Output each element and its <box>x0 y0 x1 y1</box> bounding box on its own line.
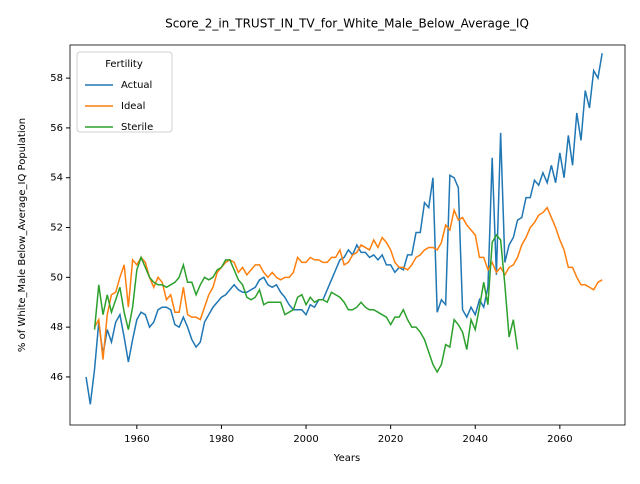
x-axis-label: Years <box>333 453 360 464</box>
series-line <box>85 53 603 405</box>
x-tick-label: 2020 <box>378 434 403 445</box>
plot-frame <box>69 44 626 426</box>
x-tick-label: 1980 <box>209 434 234 445</box>
legend-label: Actual <box>121 80 152 91</box>
legend-title: Fertility <box>105 59 143 70</box>
x-tick-label: 2040 <box>463 434 488 445</box>
x-tick-label: 2060 <box>547 434 572 445</box>
y-tick-label: 48 <box>50 322 63 333</box>
y-tick-label: 56 <box>50 123 63 134</box>
y-axis-label: % of White_Male Below_Average_IQ Populat… <box>17 118 28 352</box>
chart-title: Score_2_in_TRUST_IN_TV_for_White_Male_Be… <box>165 17 529 31</box>
x-tick-label: 1960 <box>124 434 149 445</box>
y-tick-label: 52 <box>50 223 63 234</box>
y-tick-label: 46 <box>50 372 63 383</box>
x-tick-label: 2000 <box>293 434 318 445</box>
y-tick-label: 50 <box>50 272 63 283</box>
legend-label: Sterile <box>121 122 153 133</box>
y-tick-label: 58 <box>50 73 63 84</box>
series-line <box>93 206 603 360</box>
legend-label: Ideal <box>121 101 145 112</box>
series-line <box>93 233 519 374</box>
y-tick-label: 54 <box>50 173 63 184</box>
legend-box <box>76 51 173 133</box>
